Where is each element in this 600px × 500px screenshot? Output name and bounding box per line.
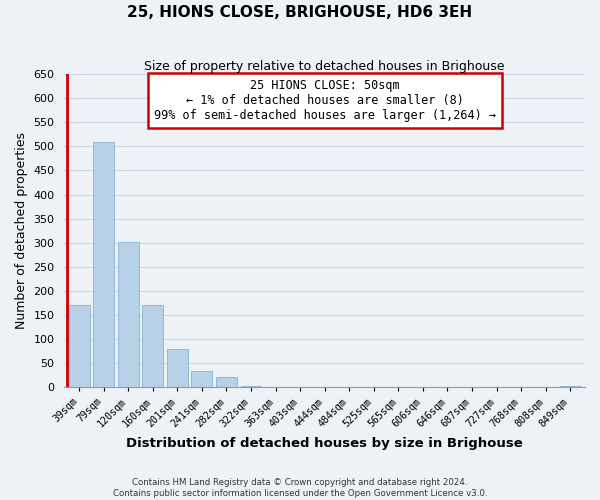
Title: Size of property relative to detached houses in Brighouse: Size of property relative to detached ho… [145,60,505,73]
X-axis label: Distribution of detached houses by size in Brighouse: Distribution of detached houses by size … [127,437,523,450]
Bar [118,242,139,387]
Bar [560,386,581,387]
Bar [142,306,163,387]
Bar [216,378,237,387]
Text: 25 HIONS CLOSE: 50sqm
← 1% of detached houses are smaller (8)
99% of semi-detach: 25 HIONS CLOSE: 50sqm ← 1% of detached h… [154,79,496,122]
Y-axis label: Number of detached properties: Number of detached properties [15,132,28,329]
Bar [191,371,212,387]
Text: Contains HM Land Registry data © Crown copyright and database right 2024.
Contai: Contains HM Land Registry data © Crown c… [113,478,487,498]
Bar [167,348,188,387]
Text: 25, HIONS CLOSE, BRIGHOUSE, HD6 3EH: 25, HIONS CLOSE, BRIGHOUSE, HD6 3EH [127,5,473,20]
Bar [93,142,114,387]
Bar [241,386,262,387]
Bar [69,306,89,387]
